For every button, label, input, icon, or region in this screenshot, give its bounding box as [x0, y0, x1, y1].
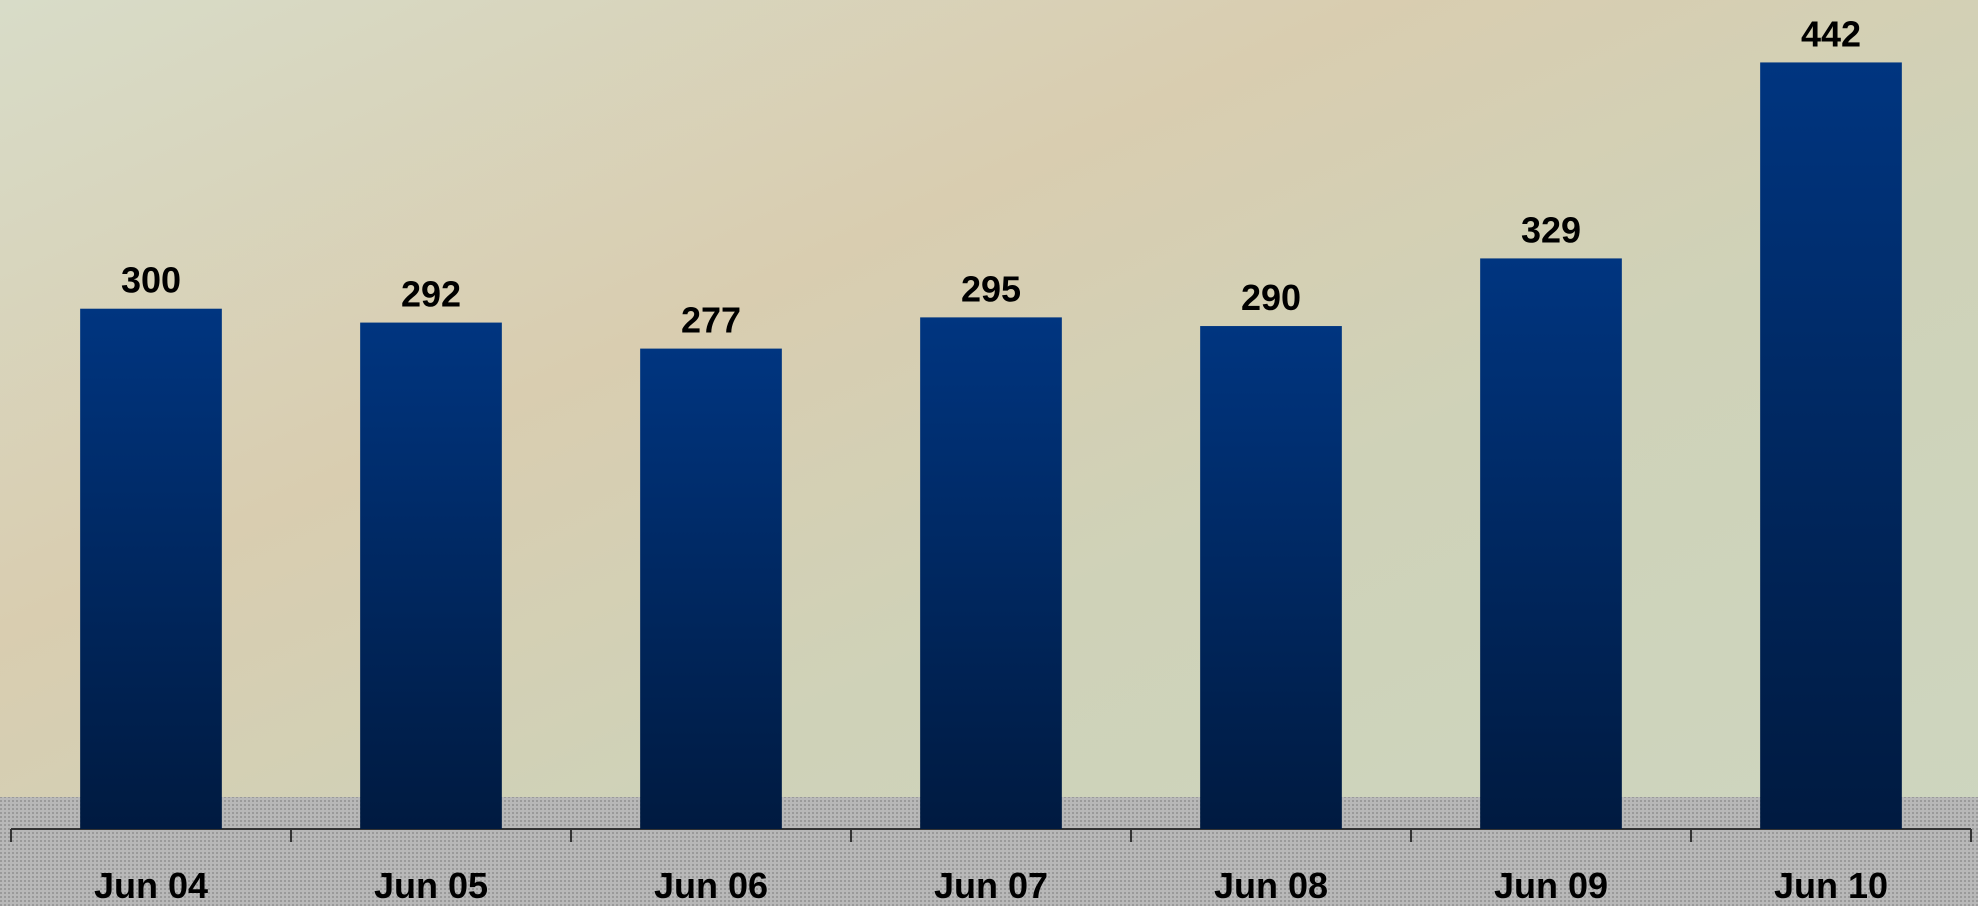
- x-tick-label: Jun 07: [934, 865, 1048, 906]
- bar: [1760, 62, 1902, 830]
- value-label: 292: [401, 274, 461, 315]
- value-label: 300: [121, 260, 181, 301]
- bar: [360, 322, 502, 829]
- bar: [1480, 258, 1622, 830]
- bar: [1200, 326, 1342, 829]
- value-label: 329: [1521, 209, 1581, 250]
- x-tick-label: Jun 09: [1494, 865, 1608, 906]
- x-tick-label: Jun 05: [374, 865, 488, 906]
- bar: [80, 308, 222, 829]
- x-tick-label: Jun 06: [654, 865, 768, 906]
- value-label: 290: [1241, 277, 1301, 318]
- x-tick-label: Jun 08: [1214, 865, 1328, 906]
- value-label: 277: [681, 300, 741, 341]
- x-tick-label: Jun 10: [1774, 865, 1888, 906]
- x-tick-label: Jun 04: [94, 865, 208, 906]
- value-label: 295: [961, 268, 1021, 309]
- bar: [920, 317, 1062, 829]
- bar: [640, 348, 782, 829]
- value-label: 442: [1801, 13, 1861, 54]
